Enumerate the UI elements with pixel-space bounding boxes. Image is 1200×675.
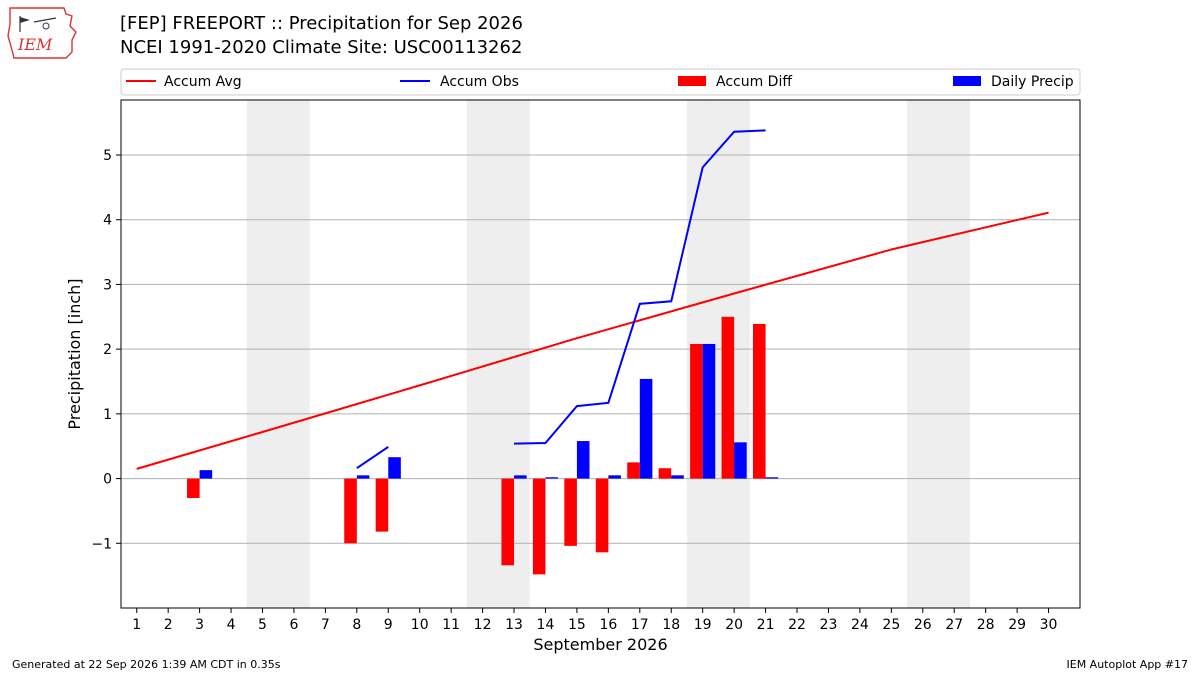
x-tick-label-18: 18 (662, 617, 680, 633)
x-tick-label-19: 19 (694, 617, 712, 633)
accum-diff-bar-17 (627, 462, 640, 479)
x-tick-label-29: 29 (1008, 617, 1026, 633)
weekend-shading (246, 100, 970, 608)
daily-precip-bar-18 (671, 475, 684, 479)
accum-diff-bar-20 (721, 316, 735, 479)
weekend-band-3 (907, 100, 970, 608)
daily-precip-bar-13 (514, 475, 527, 479)
x-tick-label-23: 23 (820, 617, 838, 633)
x-tick-label-26: 26 (914, 617, 932, 633)
accum-diff-bar-16 (595, 478, 609, 553)
x-tick-label-20: 20 (725, 617, 743, 633)
daily-precip-bar-17 (639, 378, 653, 479)
accum-diff-bar-21 (752, 323, 766, 479)
daily-precip-bar-14 (545, 477, 559, 479)
x-tick-label-21: 21 (757, 617, 775, 633)
legend: Accum Avg Accum Obs Accum Diff Daily Pre… (120, 68, 1081, 96)
bar-layer (187, 316, 779, 575)
x-tick-label-6: 6 (289, 617, 298, 633)
x-tick-label-5: 5 (258, 617, 267, 633)
y-tick-label-5: 5 (103, 148, 112, 164)
iem-logo: IEM (7, 7, 77, 59)
x-tick-label-24: 24 (851, 617, 869, 633)
x-tick-label-10: 10 (411, 617, 429, 633)
daily-precip-bar-3 (199, 470, 213, 479)
accum-diff-bar-18 (658, 468, 672, 479)
weekend-band-0 (246, 100, 310, 608)
weekend-band-1 (466, 100, 530, 608)
plot-frame (120, 99, 1081, 609)
daily-precip-bar-8 (356, 475, 370, 479)
x-tick-label-12: 12 (474, 617, 492, 633)
daily-precip-bar-15 (576, 441, 590, 479)
y-tick-label-1: 1 (103, 407, 112, 423)
line-layer (136, 129, 1049, 470)
accum-diff-bar-14 (532, 478, 546, 575)
legend-label-daily-precip: Daily Precip (991, 74, 1074, 90)
logo-text: IEM (17, 35, 53, 54)
legend-label-accum-avg: Accum Avg (164, 74, 242, 90)
x-tick-label-22: 22 (788, 617, 806, 633)
accum-diff-bar-19 (690, 343, 703, 479)
x-tick-label-27: 27 (945, 617, 963, 633)
x-tick-label-3: 3 (195, 617, 204, 633)
x-tick-label-7: 7 (321, 617, 330, 633)
x-tick-label-13: 13 (505, 617, 523, 633)
x-axis: 1 2 3 4 5 6 7 8 9 10 11 12 13 14 15 16 17 18 19 20 21 22 23 24 2… (132, 608, 1057, 633)
accum-obs-line-0 (356, 446, 389, 470)
daily-precip-bar-9 (388, 457, 401, 479)
legend-label-accum-obs: Accum Obs (440, 74, 519, 90)
accum-diff-bar-13 (501, 478, 515, 566)
x-axis-label: September 2026 (533, 635, 667, 654)
chart-title: [FEP] FREEPORT :: Precipitation for Sep … (120, 13, 523, 34)
y-tick-label--1: −1 (91, 536, 112, 552)
x-tick-label-2: 2 (164, 617, 173, 633)
legend-swatch-accum-diff (678, 76, 706, 86)
x-tick-label-16: 16 (599, 617, 617, 633)
x-tick-label-17: 17 (631, 617, 649, 633)
accum-avg-line (136, 211, 1049, 470)
x-tick-label-15: 15 (568, 617, 586, 633)
x-tick-label-11: 11 (442, 617, 460, 633)
accum-diff-bar-3 (187, 478, 200, 498)
accum-diff-bar-15 (564, 478, 577, 546)
daily-precip-bar-19 (702, 343, 716, 479)
y-axis: −1 0 1 2 3 4 5 (91, 148, 121, 552)
x-tick-label-9: 9 (384, 617, 393, 633)
generated-timestamp: Generated at 22 Sep 2026 1:39 AM CDT in … (12, 658, 281, 671)
x-tick-label-28: 28 (977, 617, 995, 633)
accum-obs-line-1 (514, 129, 766, 445)
y-axis-label: Precipitation [inch] (65, 278, 84, 429)
chart-subtitle: NCEI 1991-2020 Climate Site: USC00113262 (120, 37, 523, 58)
x-tick-label-8: 8 (352, 617, 361, 633)
accum-diff-bar-8 (344, 478, 357, 544)
y-tick-label-2: 2 (103, 342, 112, 358)
x-tick-label-4: 4 (227, 617, 236, 633)
daily-precip-bar-21 (765, 477, 779, 479)
x-tick-label-1: 1 (132, 617, 141, 633)
x-tick-label-30: 30 (1040, 617, 1058, 633)
y-tick-label-3: 3 (103, 277, 112, 293)
y-tick-label-0: 0 (103, 472, 112, 488)
legend-label-accum-diff: Accum Diff (716, 74, 792, 90)
daily-precip-bar-16 (608, 475, 621, 479)
app-credit: IEM Autoplot App #17 (1066, 658, 1189, 671)
accum-diff-bar-9 (375, 478, 389, 532)
x-tick-label-14: 14 (537, 617, 555, 633)
x-tick-label-25: 25 (882, 617, 900, 633)
daily-precip-bar-20 (734, 442, 747, 479)
legend-swatch-daily-precip (953, 76, 981, 86)
y-tick-label-4: 4 (103, 213, 112, 229)
legend-frame (120, 68, 1081, 96)
